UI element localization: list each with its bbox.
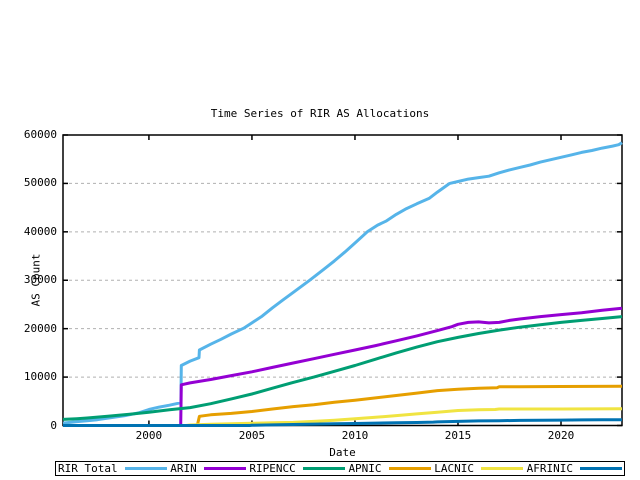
legend-swatch-arin bbox=[203, 467, 246, 470]
series-line-apnic bbox=[63, 384, 623, 427]
legend-swatch-rir-total bbox=[124, 467, 167, 470]
legend-label-rir-total: RIR Total bbox=[58, 462, 118, 475]
legend-entry-rir-total: RIR Total bbox=[58, 462, 167, 475]
x-tick-label-2010: 2010 bbox=[341, 429, 369, 442]
legend-entry-lacnic: LACNIC bbox=[434, 462, 523, 475]
chart-title: Time Series of RIR AS Allocations bbox=[210, 107, 430, 120]
y-tick-label-50000: 50000 bbox=[23, 176, 57, 190]
y-tick-label-40000: 40000 bbox=[23, 224, 57, 238]
legend-box: RIR Total ARIN RIPENCC APNIC LACNIC AFRINIC bbox=[55, 461, 625, 476]
y-tick-label-60000: 60000 bbox=[23, 128, 57, 141]
y-tick-label-20000: 20000 bbox=[23, 321, 57, 335]
series-line-ripencc bbox=[62, 315, 623, 421]
x-tick-label-2015: 2015 bbox=[444, 429, 472, 442]
x-tick-label-2005: 2005 bbox=[238, 429, 266, 442]
legend-entry-arin: ARIN bbox=[170, 462, 246, 475]
legend-label-arin: ARIN bbox=[170, 462, 197, 475]
legend-label-ripencc: RIPENCC bbox=[249, 462, 296, 475]
legend-swatch-apnic bbox=[388, 467, 431, 470]
legend-swatch-afrinic bbox=[579, 467, 622, 470]
y-tick-label-10000: 10000 bbox=[23, 370, 57, 384]
y-tick-label-30000: 30000 bbox=[23, 273, 57, 287]
legend-label-lacnic: LACNIC bbox=[434, 462, 474, 475]
series-line-rir-total bbox=[62, 141, 623, 425]
series-line-afrinic bbox=[63, 418, 623, 427]
x-tick-label-2020: 2020 bbox=[547, 429, 575, 442]
legend-entry-afrinic: AFRINIC bbox=[527, 462, 622, 475]
legend-swatch-ripencc bbox=[302, 467, 345, 470]
legend-entry-apnic: APNIC bbox=[348, 462, 431, 475]
x-axis-label: Date bbox=[329, 446, 356, 459]
y-tick-label-0: 0 bbox=[50, 418, 57, 432]
series-line-arin bbox=[63, 306, 623, 427]
legend-label-apnic: APNIC bbox=[348, 462, 382, 475]
x-tick-label-2000: 2000 bbox=[135, 429, 163, 442]
legend-swatch-lacnic bbox=[480, 467, 523, 470]
legend-entry-ripencc: RIPENCC bbox=[249, 462, 345, 475]
legend-label-afrinic: AFRINIC bbox=[526, 462, 573, 475]
